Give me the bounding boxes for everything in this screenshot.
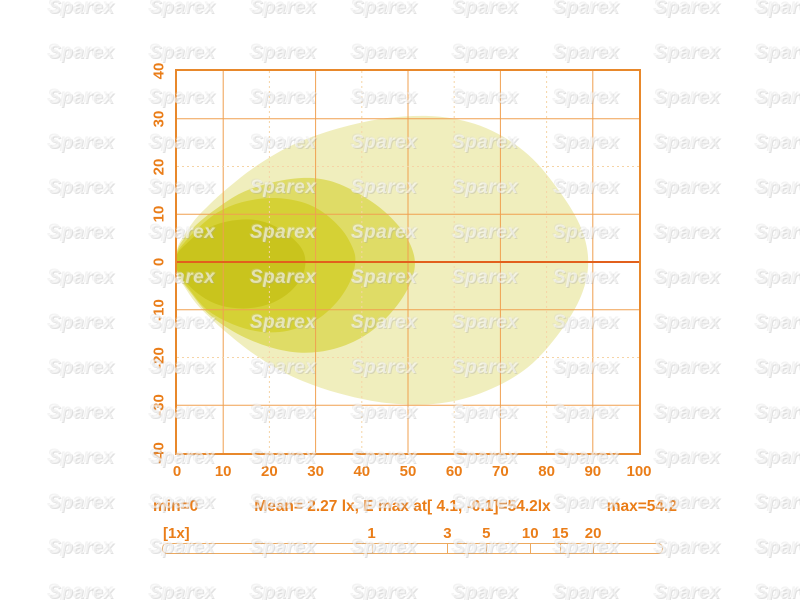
watermark-text: Sparex xyxy=(452,0,519,18)
watermark-text: Sparex xyxy=(48,132,115,153)
watermark-text: Sparex xyxy=(48,357,115,378)
scalebar-tick xyxy=(371,544,373,553)
watermark-text: Sparex xyxy=(48,582,115,600)
watermark-text: Sparex xyxy=(351,0,418,18)
watermark-text: Sparex xyxy=(755,222,800,243)
watermark-text: Sparex xyxy=(755,447,800,468)
watermark-text: Sparex xyxy=(48,222,115,243)
watermark-text: Sparex xyxy=(250,0,317,18)
scalebar-tick xyxy=(560,544,562,553)
y-tick-label: 10 xyxy=(150,205,168,223)
watermark-text: Sparex xyxy=(149,0,216,18)
watermark-text: Sparex xyxy=(48,177,115,198)
watermark-text: Sparex xyxy=(250,582,317,600)
watermark-text: Sparex xyxy=(755,267,800,288)
y-tick-label: -30 xyxy=(150,394,168,417)
y-tick-label: 30 xyxy=(150,110,168,128)
scale-bar-unit-label: [1x] xyxy=(163,525,190,542)
stat-mean: Mean= 2.27 lx, E max at[ 4.1, -0.1]=54.2… xyxy=(254,498,551,515)
x-tick-label: 10 xyxy=(214,463,232,480)
watermark-text: Sparex xyxy=(149,582,216,600)
watermark-text: Sparex xyxy=(654,537,721,558)
watermark-text: Sparex xyxy=(452,42,519,63)
x-tick-label: 30 xyxy=(307,463,324,480)
stat-min: min=0 xyxy=(153,498,199,515)
y-tick-label: -40 xyxy=(150,442,168,464)
watermark-text: Sparex xyxy=(48,402,115,423)
lux-scale-bar: 1 3 5 10 15 20 xyxy=(162,525,663,554)
watermark-text: Sparex xyxy=(654,42,721,63)
watermark-text: Sparex xyxy=(48,267,115,288)
stat-max: max=54.2 xyxy=(606,498,677,515)
scalebar-tick-label: 3 xyxy=(443,525,452,542)
watermark-text: Sparex xyxy=(48,492,115,513)
x-tick-label: 0 xyxy=(172,463,182,480)
y-tick-label: 20 xyxy=(150,158,168,175)
stats-line: min=0 Mean= 2.27 lx, E max at[ 4.1, -0.1… xyxy=(153,498,677,516)
watermark-text: Sparex xyxy=(654,582,721,600)
watermark-text: Sparex xyxy=(48,87,115,108)
scalebar-tick-label: 20 xyxy=(584,525,602,542)
scalebar-tick-label: 5 xyxy=(482,525,491,542)
watermark-text: Sparex xyxy=(48,42,115,63)
scalebar-tick-label: 15 xyxy=(551,525,569,542)
watermark-text: Sparex xyxy=(654,402,721,423)
scalebar-tick xyxy=(486,544,488,553)
watermark-text: Sparex xyxy=(654,357,721,378)
watermark-text: Sparex xyxy=(250,42,317,63)
watermark-text: Sparex xyxy=(755,357,800,378)
x-tick-label: 100 xyxy=(626,463,652,480)
watermark-text: Sparex xyxy=(755,492,800,513)
scalebar-tick-label: 1 xyxy=(367,525,376,542)
watermark-text: Sparex xyxy=(149,42,216,63)
watermark-text: Sparex xyxy=(654,132,721,153)
y-tick-label: -20 xyxy=(150,346,168,369)
watermark-text: Sparex xyxy=(654,87,721,108)
x-tick-label: 60 xyxy=(445,463,463,480)
watermark-text: Sparex xyxy=(654,222,721,243)
watermark-text: Sparex xyxy=(755,87,800,108)
x-tick-label: 90 xyxy=(584,463,602,480)
watermark-text: Sparex xyxy=(452,582,519,600)
y-tick-label: 0 xyxy=(150,257,168,267)
scalebar-tick xyxy=(447,544,449,553)
watermark-text: Sparex xyxy=(755,312,800,333)
watermark-text: Sparex xyxy=(48,447,115,468)
watermark-text: Sparex xyxy=(654,447,721,468)
watermark-text: Sparex xyxy=(654,177,721,198)
y-tick-label: -10 xyxy=(150,298,168,321)
watermark-text: Sparex xyxy=(755,582,800,600)
contour-region-level_1_core xyxy=(177,219,306,309)
watermark-text: Sparex xyxy=(48,537,115,558)
scalebar-tick xyxy=(530,544,532,553)
x-tick-label: 80 xyxy=(538,463,555,480)
watermark-text: Sparex xyxy=(654,267,721,288)
x-tick-label: 70 xyxy=(492,463,509,480)
scalebar-tick-label: 10 xyxy=(521,525,539,542)
watermark-text: Sparex xyxy=(553,42,620,63)
watermark-text: Sparex xyxy=(553,0,620,18)
watermark-text: Sparex xyxy=(48,312,115,333)
watermark-text: Sparex xyxy=(351,582,418,600)
watermark-text: Sparex xyxy=(351,42,418,63)
watermark-text: Sparex xyxy=(755,537,800,558)
watermark-text: Sparex xyxy=(755,402,800,423)
watermark-text: Sparex xyxy=(755,177,800,198)
plot-area xyxy=(175,69,641,455)
watermark-text: Sparex xyxy=(755,42,800,63)
watermark-text: Sparex xyxy=(48,0,115,18)
watermark-text: Sparex xyxy=(654,0,721,18)
x-tick-label: 40 xyxy=(353,463,371,480)
contour-plot xyxy=(177,71,639,453)
scalebar-tick xyxy=(593,544,595,553)
y-tick-label: 40 xyxy=(150,62,168,80)
watermark-text: Sparex xyxy=(755,0,800,18)
watermark-text: Sparex xyxy=(654,312,721,333)
x-tick-label: 50 xyxy=(399,463,417,480)
x-tick-label: 20 xyxy=(261,463,278,480)
watermark-text: Sparex xyxy=(755,132,800,153)
watermark-text: Sparex xyxy=(553,582,620,600)
